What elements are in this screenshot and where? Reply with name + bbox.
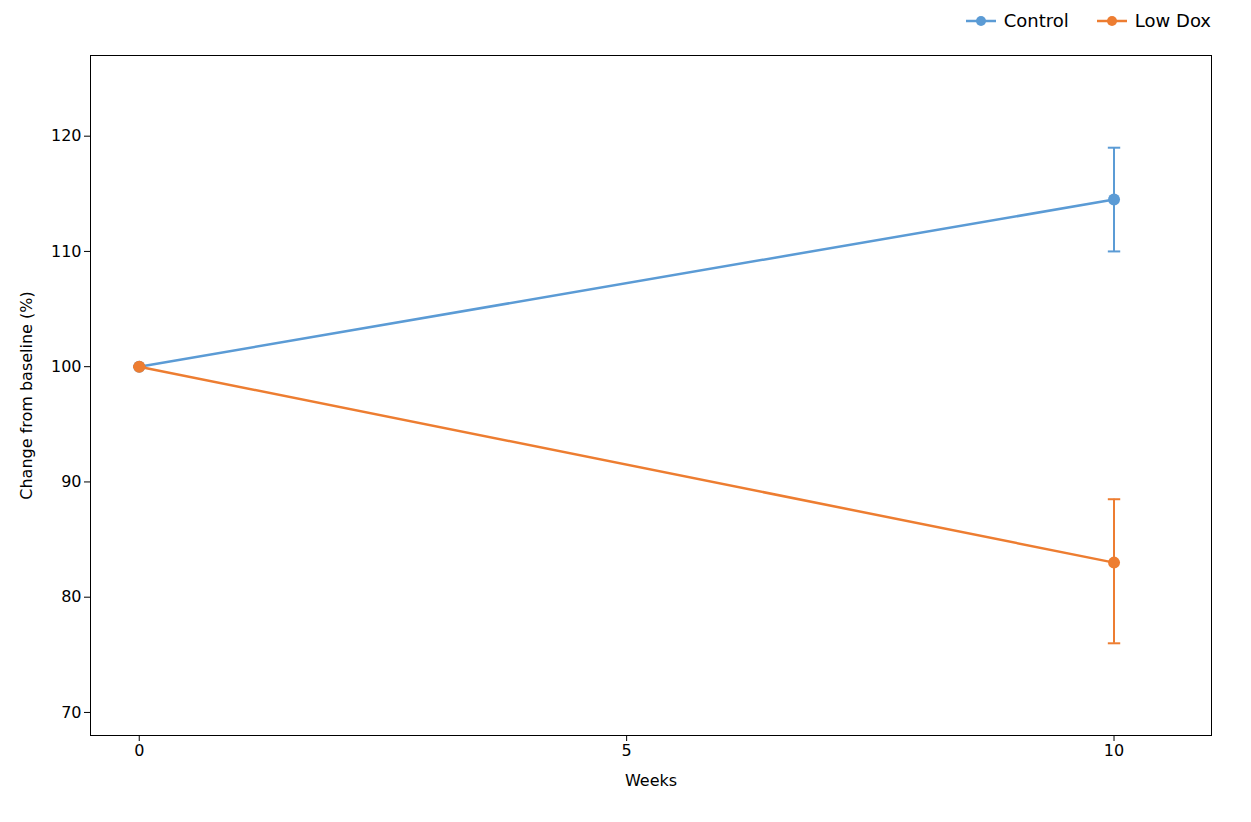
svg-text:5: 5 [622,741,632,760]
svg-text:80: 80 [61,587,81,606]
svg-text:10: 10 [1104,741,1124,760]
svg-text:0: 0 [134,741,144,760]
html-text:Control: Control [1003,10,1069,31]
svg-text:90: 90 [61,472,81,491]
html-text:Low Dox: Low Dox [1134,10,1211,31]
svg-text:100: 100 [51,357,82,376]
svg-text:Weeks: Weeks [625,771,677,790]
svg-text:120: 120 [51,126,82,145]
svg-text:70: 70 [61,703,81,722]
svg-text:110: 110 [51,242,82,261]
svg-text:Change from baseline (%): Change from baseline (%) [17,291,36,499]
